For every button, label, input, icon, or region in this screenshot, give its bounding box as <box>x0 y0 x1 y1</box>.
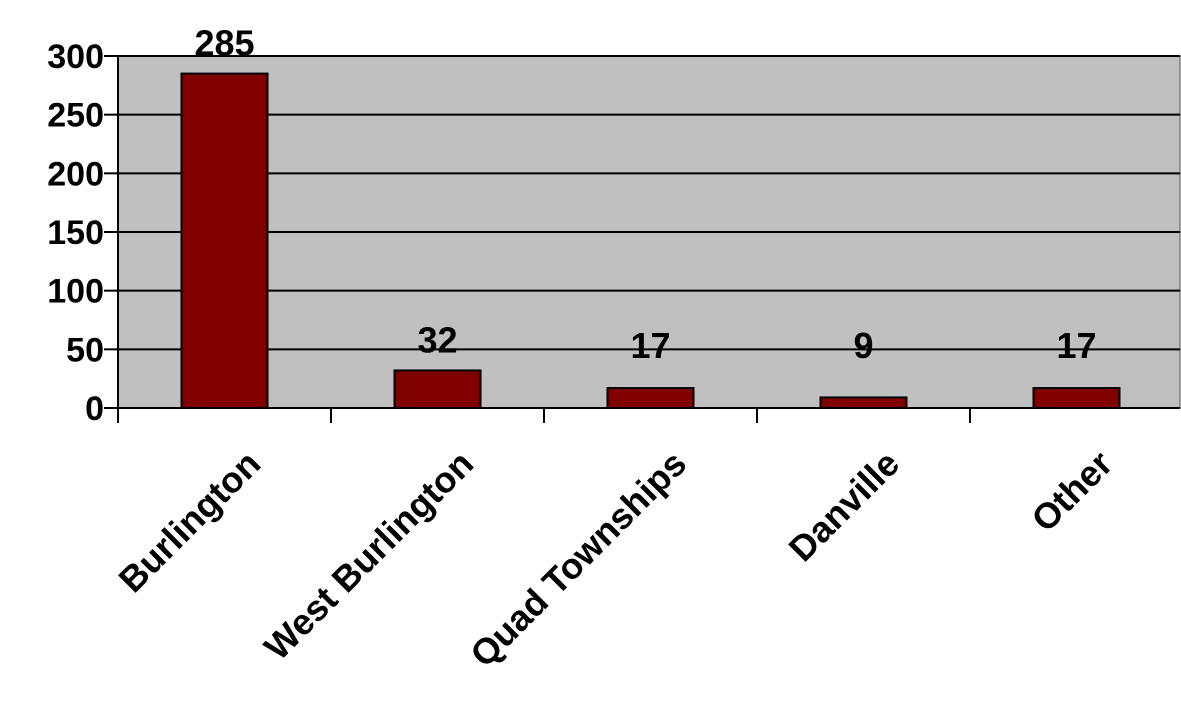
bar <box>819 396 908 410</box>
bar <box>393 369 482 410</box>
data-label: 9 <box>853 325 873 366</box>
bar <box>1032 387 1121 410</box>
y-tick-label: 250 <box>47 97 104 135</box>
bars <box>180 72 1121 410</box>
x-tick-label: Other <box>1023 443 1120 540</box>
data-label: 32 <box>417 319 457 360</box>
bar <box>180 72 269 409</box>
data-label: 17 <box>1056 325 1096 366</box>
y-tick-label: 100 <box>47 273 104 311</box>
x-tick-label: Danville <box>781 443 908 570</box>
y-tick-label: 300 <box>47 38 104 76</box>
bar <box>606 387 695 410</box>
gridlines <box>118 55 1180 351</box>
y-tick-label: 50 <box>66 331 104 369</box>
x-axis-ticks <box>117 408 971 423</box>
x-tick-label: West Burlington <box>256 443 481 668</box>
data-labels: 285 32 17 9 17 <box>194 23 1096 366</box>
data-label: 285 <box>194 23 254 64</box>
data-label: 17 <box>630 325 670 366</box>
x-tick-label: Quad Townships <box>462 443 694 675</box>
x-tick-label: Burlington <box>111 443 269 601</box>
y-axis-tick-labels: 0 50 100 150 200 250 300 <box>47 38 104 428</box>
y-axis-ticks <box>104 55 118 409</box>
y-tick-label: 0 <box>85 390 104 428</box>
y-tick-label: 200 <box>47 155 104 193</box>
y-tick-label: 150 <box>47 214 104 252</box>
